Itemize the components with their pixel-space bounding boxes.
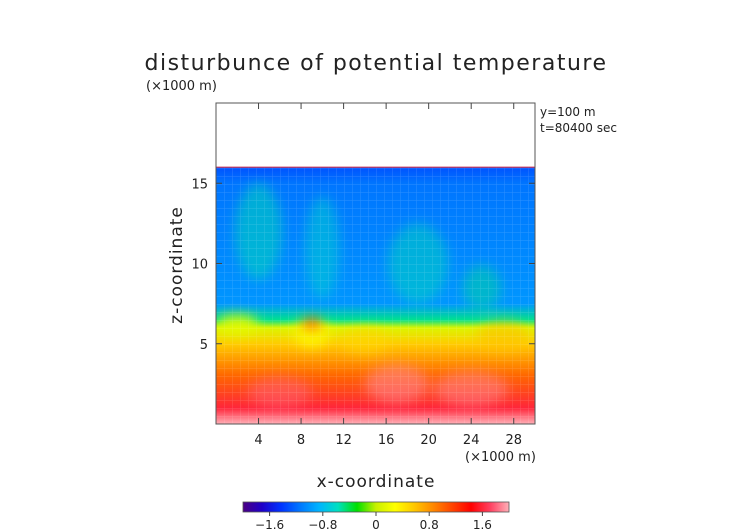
heatmap-field [216, 166, 535, 424]
x-tick-label: 4 [254, 433, 262, 448]
colorbar-tick-label: 1.6 [473, 518, 492, 532]
colorbar-tick-label: −1.6 [255, 518, 284, 532]
y-tick-label: 5 [200, 338, 208, 353]
y-axis: 5 10 15 [191, 177, 535, 353]
x-tick-label: 20 [420, 433, 437, 448]
y-tick-label: 10 [191, 258, 208, 273]
colorbar-tick-label: −0.8 [308, 518, 337, 532]
info-line-y: y=100 m [540, 105, 596, 119]
y-unit-note: (×1000 m) [146, 79, 217, 94]
y-tick-label: 15 [191, 177, 208, 192]
x-axis: 4 8 12 16 20 24 28 [254, 103, 522, 448]
y-axis-label: z-coordinate [167, 206, 187, 324]
x-tick-label: 24 [463, 433, 480, 448]
colorbar [242, 501, 510, 513]
x-axis-label: x-coordinate [317, 472, 436, 492]
colorbar-tick-label: 0 [372, 518, 380, 532]
colorbar-ticks: −1.6 −0.8 0 0.8 1.6 [255, 512, 492, 532]
x-tick-label: 28 [505, 433, 522, 448]
x-unit-note: (×1000 m) [465, 450, 536, 465]
field-grid-overlay [216, 167, 535, 424]
info-line-t: t=80400 sec [540, 121, 617, 135]
x-tick-label: 16 [378, 433, 395, 448]
x-tick-label: 12 [335, 433, 352, 448]
chart-title: disturbunce of potential temperature [145, 51, 608, 76]
colorbar-tick-label: 0.8 [420, 518, 439, 532]
x-tick-label: 8 [297, 433, 305, 448]
